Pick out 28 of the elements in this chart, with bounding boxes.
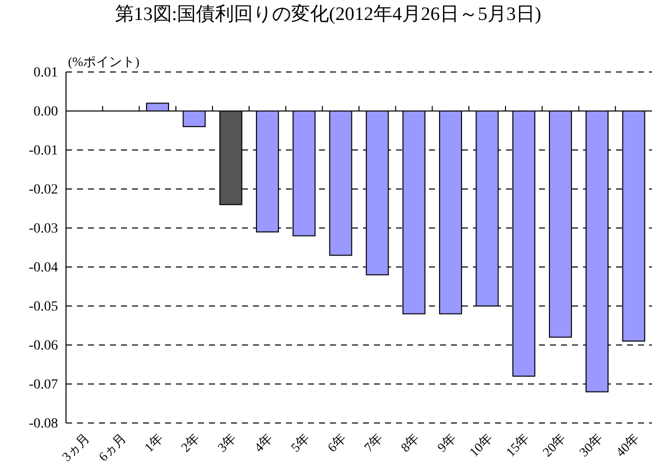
x-tick-label: 10年 (466, 430, 496, 460)
x-tick-label: 3ヵ月 (58, 430, 92, 464)
y-tick-label: -0.03 (28, 221, 58, 236)
x-tick-label: 1年 (141, 430, 166, 455)
x-tick-label: 5年 (288, 430, 312, 455)
x-tick-label: 6ヵ月 (95, 430, 130, 464)
x-tick-label: 20年 (540, 430, 569, 460)
y-tick-label: 0.00 (34, 104, 58, 120)
x-tick-label: 4年 (251, 430, 276, 455)
x-tick-label: 30年 (576, 430, 606, 460)
x-tick-label: 40年 (612, 430, 642, 460)
x-tick-label: 8年 (398, 430, 422, 455)
chart-title: 第13図:国債利回りの変化(2012年4月26日～5月3日) (114, 3, 542, 25)
x-tick-label: 2年 (178, 430, 202, 455)
x-tick-label: 7年 (361, 430, 386, 455)
y-tick-label: -0.07 (28, 377, 58, 392)
y-tick-label: -0.02 (28, 182, 58, 198)
y-tick-label: -0.08 (28, 416, 58, 432)
y-tick-label: -0.01 (28, 143, 58, 158)
x-tick-label: 3年 (214, 430, 239, 455)
x-tick-label: 9年 (434, 430, 459, 455)
y-axis-title: (%ポイント) (68, 54, 140, 69)
y-tick-label: -0.06 (28, 338, 58, 354)
y-tick-label: 0.01 (34, 65, 58, 80)
y-tick-label: -0.05 (28, 299, 58, 314)
x-tick-label: 15年 (502, 430, 532, 460)
x-tick-label: 6年 (324, 430, 349, 455)
y-tick-label: -0.04 (28, 260, 58, 276)
